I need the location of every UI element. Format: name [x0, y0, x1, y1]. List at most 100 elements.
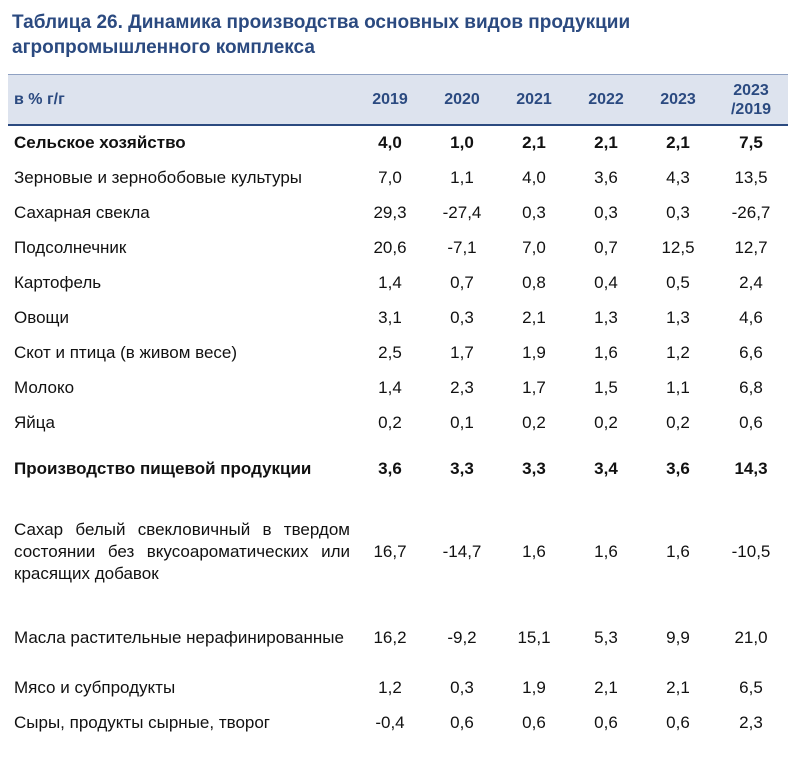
row-value: 0,7 [594, 237, 618, 257]
row-label: Сахар белый свекловичный в твердом состо… [14, 520, 350, 583]
row-label: Картофель [14, 272, 102, 292]
row-label: Яйца [14, 412, 55, 432]
row-value: -27,4 [442, 202, 482, 222]
row-label: Зерновые и зернобобовые культуры [14, 167, 302, 187]
row-value: 2,1 [522, 133, 546, 152]
row-value: 2,1 [594, 133, 618, 152]
table-row: Молоко 1,4 2,3 1,7 1,5 1,1 6,8 [8, 370, 788, 405]
production-table: в % г/г 2019 2020 2021 2022 2023 2023 /2… [8, 75, 788, 740]
row-value: -0,4 [375, 712, 405, 732]
row-value: 2,3 [739, 712, 763, 732]
table-row: Сельское хозяйство 4,0 1,0 2,1 2,1 2,1 7,5 [8, 125, 788, 160]
row-value: 0,3 [522, 202, 546, 222]
row-value: 4,6 [739, 307, 763, 327]
row-value: 1,4 [378, 377, 402, 397]
row-value: 7,5 [739, 133, 763, 152]
header-2023-vs-2019-line-1: 2023 [733, 81, 769, 99]
row-value: 3,4 [594, 459, 618, 478]
row-value: 0,6 [450, 712, 474, 732]
row-value: 1,9 [522, 677, 546, 697]
row-value: 5,3 [594, 628, 618, 647]
row-value: 0,5 [666, 272, 690, 292]
row-value: 0,6 [739, 412, 763, 432]
row-value: 3,6 [594, 167, 618, 187]
row-value: 0,8 [522, 272, 546, 292]
row-label: Овощи [14, 307, 70, 327]
row-value: 7,0 [378, 167, 402, 187]
table-row: Масла растительные нерафинированные 16,2 -… [8, 606, 788, 670]
header-2023-vs-2019-line-2: /2019 [730, 100, 772, 118]
row-value: 4,0 [522, 167, 546, 187]
row-value: 3,6 [378, 459, 402, 478]
row-value: 1,5 [594, 377, 618, 397]
row-value: 6,8 [739, 377, 763, 397]
header-row: в % г/г 2019 2020 2021 2022 2023 2023 /2… [8, 75, 788, 125]
row-value: 7,0 [522, 237, 546, 257]
row-label: Подсолнечник [14, 237, 127, 257]
table-title-line-1: Таблица 26. Динамика производства основн… [12, 12, 631, 33]
row-value: 1,2 [378, 677, 402, 697]
row-value: 1,2 [666, 342, 690, 362]
row-label: Мясо и субпродукты [14, 677, 176, 697]
table-row: Скот и птица (в живом весе) 2,5 1,7 1,9 1,6 1… [8, 335, 788, 370]
header-year-2022: 2022 [588, 91, 624, 108]
header-year-2021: 2021 [516, 91, 552, 108]
row-value: 4,0 [378, 133, 402, 152]
row-value: 0,6 [594, 712, 618, 732]
row-value: 0,3 [450, 307, 474, 327]
row-value: 0,2 [522, 412, 546, 432]
row-value: 1,0 [450, 133, 474, 152]
row-value: 4,3 [666, 167, 690, 187]
row-value: 0,6 [666, 712, 690, 732]
row-value: 29,3 [373, 202, 407, 222]
header-year-2019: 2019 [372, 91, 408, 108]
row-value: -7,1 [447, 237, 477, 257]
row-value: 16,7 [373, 542, 407, 561]
row-value: -14,7 [442, 542, 482, 561]
row-value: 2,5 [378, 342, 402, 362]
row-value: 0,3 [666, 202, 690, 222]
row-value: 0,1 [450, 412, 474, 432]
row-value: 0,7 [450, 272, 474, 292]
row-value: 2,1 [594, 677, 618, 697]
row-value: -9,2 [447, 628, 477, 647]
table-row: Производство пищевой продукции 3,6 3,3 3,3 3… [8, 440, 788, 498]
row-label: Масла растительные нерафинированные [14, 628, 344, 647]
table-row: Сыры, продукты сырные, творог -0,4 0,6 0,6 0… [8, 705, 788, 740]
row-value: 1,1 [666, 377, 690, 397]
row-value: -26,7 [731, 202, 771, 222]
row-label: Сыры, продукты сырные, творог [14, 712, 271, 732]
row-value: 0,6 [522, 712, 546, 732]
row-value: 0,2 [666, 412, 690, 432]
table-row: Яйца 0,2 0,1 0,2 0,2 0,2 0,6 [8, 405, 788, 440]
row-value: 16,2 [373, 628, 407, 647]
table-row: Овощи 3,1 0,3 2,1 1,3 1,3 4,6 [8, 300, 788, 335]
row-value: 1,1 [450, 167, 474, 187]
row-label: Сахарная свекла [14, 202, 150, 222]
header-year-2023: 2023 [660, 91, 696, 108]
row-label: Сельское хозяйство [14, 133, 186, 152]
row-value: 1,6 [594, 542, 618, 561]
row-value: 3,3 [522, 459, 546, 478]
table-row: Мясо и субпродукты 1,2 0,3 1,9 2,1 2,1 6,5 [8, 670, 788, 705]
row-value: 14,3 [734, 459, 768, 478]
table-row: Зерновые и зернобобовые культуры 7,0 1,1 4,… [8, 160, 788, 195]
table-row: Картофель 1,4 0,7 0,8 0,4 0,5 2,4 [8, 265, 788, 300]
row-value: 3,6 [666, 459, 690, 478]
row-value: 21,0 [734, 628, 768, 647]
row-value: 0,3 [594, 202, 618, 222]
row-value: 9,9 [666, 628, 690, 647]
row-value: 1,6 [594, 342, 618, 362]
header-2023-vs-2019: 2023 /2019 [714, 75, 788, 125]
row-value: 1,9 [522, 342, 546, 362]
table-row: Сахар белый свекловичный в твердом состо… [8, 498, 788, 606]
row-value: 0,2 [378, 412, 402, 432]
row-value: 1,6 [522, 542, 546, 561]
row-label: Молоко [14, 377, 75, 397]
row-value: 2,1 [666, 133, 690, 152]
row-value: 12,5 [661, 237, 695, 257]
row-value: 1,7 [450, 342, 474, 362]
row-value: 15,1 [517, 628, 551, 647]
row-value: 2,1 [666, 677, 690, 697]
row-value: 20,6 [373, 237, 407, 257]
